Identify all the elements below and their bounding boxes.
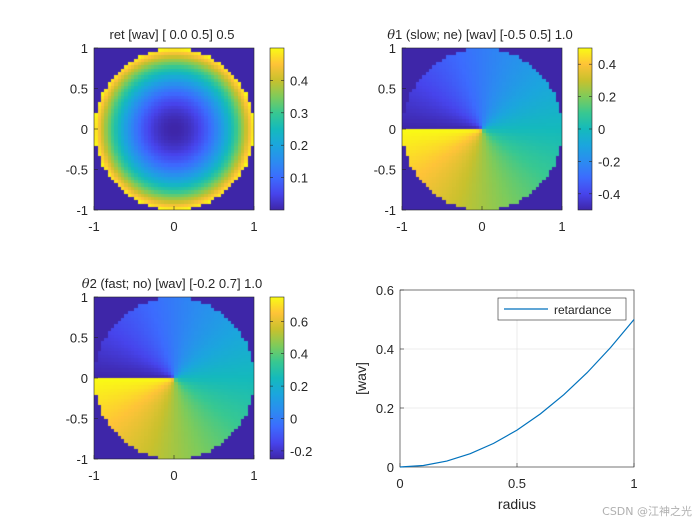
- y-tick-label: 0.4: [376, 342, 394, 357]
- colorbar-tick-label: 0.2: [598, 90, 616, 105]
- y-tick-label: -0.5: [66, 163, 88, 178]
- colorbar-tick-label: 0.2: [290, 138, 308, 153]
- y-tick-label: 0: [81, 371, 88, 386]
- x-tick-label: 1: [558, 219, 565, 234]
- colorbar-tick-label: 0.4: [598, 57, 616, 72]
- colorbar-tick-label: 0.6: [290, 314, 308, 329]
- colorbar-tick-label: -0.2: [598, 154, 620, 169]
- x-tick-label: 1: [630, 476, 637, 491]
- y-tick-label: 0: [81, 122, 88, 137]
- colorbar: [269, 47, 285, 211]
- heatmap-image: [402, 48, 562, 210]
- colorbar-tick-label: 0.3: [290, 106, 308, 121]
- colorbar-tick-label: -0.4: [598, 187, 620, 202]
- y-tick-label: 1: [81, 41, 88, 56]
- colorbar-tick-label: 0.1: [290, 171, 308, 186]
- heatmap-image: [94, 48, 254, 210]
- panel-title: θ1 (slow; ne) [wav] [-0.5 0.5] 1.0: [387, 27, 573, 43]
- y-tick-label: 0: [387, 460, 394, 475]
- colorbar-tick-label: 0.2: [290, 379, 308, 394]
- panel-title: ret [wav] [ 0.0 0.5] 0.5: [109, 27, 234, 42]
- x-tick-label: 1: [250, 468, 257, 483]
- y-tick-label: 1: [81, 290, 88, 305]
- colorbar-tick-label: -0.2: [290, 444, 312, 459]
- legend-box: [497, 297, 627, 321]
- x-axis-label: radius: [498, 496, 536, 512]
- x-tick-label: -1: [88, 219, 100, 234]
- y-tick-label: -1: [76, 452, 88, 467]
- y-tick-label: 0: [389, 122, 396, 137]
- line-plot-panel: 0 0.5 1 0 0.2 0.4 0.6 radius [wav] retardance: [353, 283, 638, 512]
- panel-title: θ2 (fast; no) [wav] [-0.2 0.7] 1.0: [82, 276, 263, 292]
- x-tick-label: 1: [250, 219, 257, 234]
- colorbar-tick-label: 0: [598, 122, 605, 137]
- y-tick-label: 0.2: [376, 401, 394, 416]
- y-tick-label: -1: [384, 203, 396, 218]
- series-line-1: [399, 319, 635, 468]
- legend-entry: retardance: [554, 303, 612, 317]
- colorbar-tick-label: 0: [290, 412, 297, 427]
- x-tick-label: -1: [88, 468, 100, 483]
- colorbar: [269, 296, 285, 460]
- colorbar-tick-label: 0.4: [290, 347, 308, 362]
- y-tick-label: -1: [76, 203, 88, 218]
- heatmap-image: [94, 297, 254, 459]
- y-axis-label: [wav]: [353, 362, 369, 395]
- x-tick-label: 0: [396, 476, 403, 491]
- y-tick-label: 1: [389, 41, 396, 56]
- y-tick-label: 0.5: [70, 331, 88, 346]
- watermark: CSDN @江神之光: [602, 505, 692, 518]
- y-tick-label: -0.5: [66, 412, 88, 427]
- y-tick-label: 0.5: [70, 82, 88, 97]
- x-tick-label: 0: [478, 219, 485, 234]
- y-tick-label: 0.5: [378, 82, 396, 97]
- x-tick-label: 0: [170, 468, 177, 483]
- colorbar-tick-label: 0.4: [290, 73, 308, 88]
- x-tick-label: 0.5: [508, 476, 526, 491]
- heatmap-panel-1: -1 0 1 -1 -0.5 0 0.5 1 ret [wav] [ 0.0 0.5] 0.5 0…: [66, 27, 308, 234]
- x-tick-label: 0: [170, 219, 177, 234]
- x-tick-label: -1: [396, 219, 408, 234]
- y-tick-label: -0.5: [374, 163, 396, 178]
- legend: retardance: [497, 297, 627, 321]
- y-tick-label: 0.6: [376, 283, 394, 298]
